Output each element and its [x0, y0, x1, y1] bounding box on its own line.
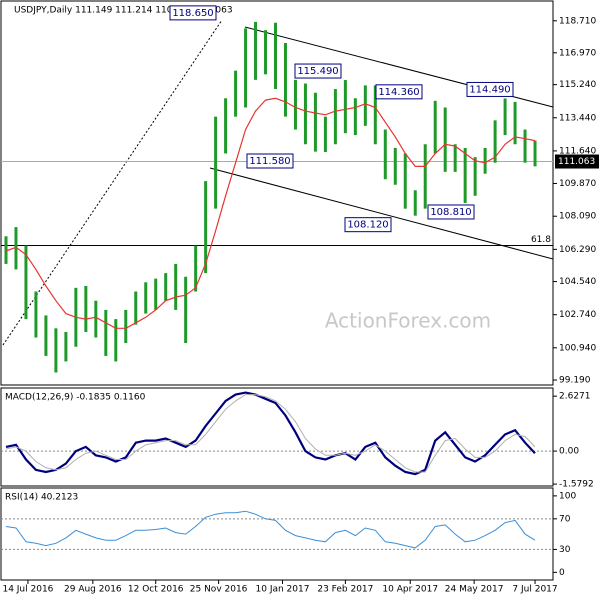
annotation-box	[246, 153, 294, 169]
panel-frame	[0, 487, 554, 581]
channel-lower	[209, 167, 554, 260]
y-tick-label: 100	[559, 491, 576, 501]
indicator-line	[5, 391, 536, 476]
y-tick-label: 106.290	[559, 245, 596, 255]
x-tick-label: 24 May 2017	[445, 585, 504, 595]
y-tick-label: 111.640	[559, 146, 596, 156]
y-tick-label: 30	[559, 545, 571, 555]
annotation-box	[294, 63, 342, 79]
last-price-label: 111.063	[558, 157, 595, 167]
annotation-label: 111.580	[249, 156, 290, 167]
x-tick-label: 10 Jan 2017	[256, 585, 310, 595]
annotation-label: 108.810	[430, 207, 471, 218]
x-tick-label: 25 Nov 2016	[190, 585, 248, 595]
last-price-box	[555, 154, 599, 169]
panel-title: RSI(14) 40.2123	[5, 493, 78, 503]
watermark: ActionForex.com	[325, 309, 491, 333]
x-tick-label: 12 Oct 2016	[128, 585, 184, 595]
y-tick-label: 115.240	[559, 80, 596, 90]
level-label: 61.8	[531, 235, 551, 245]
y-tick-label: 108.090	[559, 212, 596, 222]
panel-frame	[0, 387, 554, 487]
panel-frame	[0, 0, 554, 386]
x-tick-label: 7 Jul 2017	[512, 585, 557, 595]
y-tick-label: 102.740	[559, 310, 596, 320]
annotation-box	[169, 5, 217, 21]
panel-title: USDJPY,Daily 111.149 111.214 110.776 111…	[14, 6, 233, 16]
annotation-label: 115.490	[297, 66, 338, 77]
indicator-line	[5, 510, 536, 549]
y-tick-label: 99.190	[559, 376, 591, 386]
y-tick-label: 2.6271	[559, 392, 591, 402]
x-tick-label: 14 Jul 2016	[2, 585, 53, 595]
x-tick-label: 23 Feb 2017	[317, 585, 373, 595]
y-tick-label: 100.940	[559, 343, 596, 353]
y-tick-label: 109.870	[559, 179, 596, 189]
annotation-box	[466, 81, 514, 97]
y-tick-label: 104.540	[559, 277, 596, 287]
moving-average	[5, 97, 536, 329]
y-tick-label: 113.440	[559, 113, 596, 123]
trend-line	[2, 19, 223, 346]
annotation-box	[344, 217, 392, 233]
panel-title: MACD(12,26,9) -0.1835 0.1160	[5, 393, 146, 403]
annotation-box	[375, 84, 423, 100]
annotation-label: 114.490	[469, 84, 510, 95]
annotation-label: 114.360	[378, 87, 419, 98]
y-tick-label: 118.710	[559, 16, 596, 26]
indicator-line	[5, 394, 536, 473]
x-tick-label: 29 Aug 2016	[64, 585, 122, 595]
y-tick-label: -1.5792	[559, 480, 594, 490]
y-tick-label: 116.970	[559, 48, 596, 58]
x-tick-label: 10 Apr 2017	[382, 585, 438, 595]
y-tick-label: 0.00	[559, 447, 579, 457]
annotation-box	[427, 204, 475, 220]
y-tick-label: 70	[559, 514, 571, 524]
annotation-label: 108.120	[347, 220, 388, 231]
y-tick-label: 0	[559, 568, 565, 578]
annotation-label: 118.650	[172, 8, 213, 19]
